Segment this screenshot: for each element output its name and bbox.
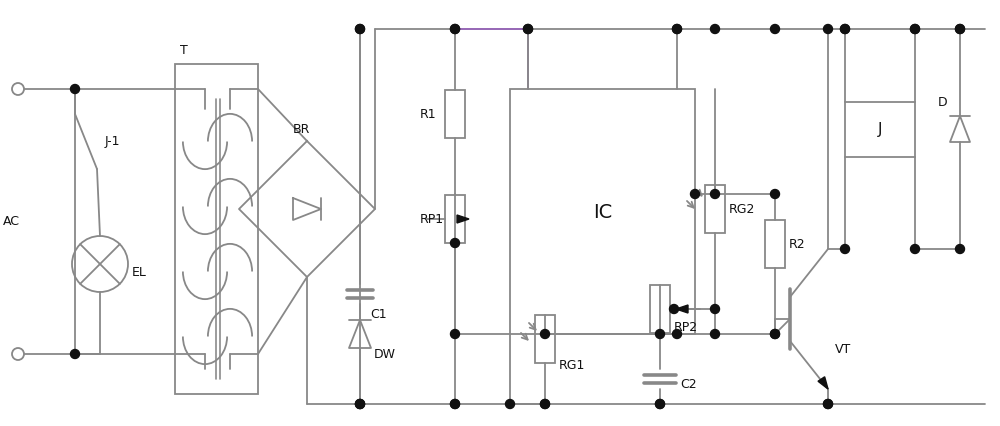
Circle shape: [12, 348, 24, 360]
Text: D: D: [938, 96, 948, 109]
Circle shape: [710, 330, 720, 339]
Bar: [765, 221, 785, 268]
Text: R1: R1: [420, 108, 437, 121]
Text: C1: C1: [370, 308, 387, 321]
Text: AC: AC: [3, 215, 20, 228]
Circle shape: [910, 245, 920, 254]
Text: J-1: J-1: [105, 135, 121, 148]
Circle shape: [656, 330, 664, 339]
Circle shape: [770, 330, 780, 339]
Circle shape: [356, 400, 365, 409]
Polygon shape: [457, 216, 469, 224]
Text: DW: DW: [374, 348, 396, 361]
Text: VT: VT: [835, 343, 851, 356]
Bar: [705, 186, 725, 233]
Circle shape: [356, 400, 365, 409]
Circle shape: [71, 350, 80, 359]
Circle shape: [356, 26, 365, 35]
Circle shape: [710, 26, 720, 35]
Circle shape: [824, 26, 832, 35]
Circle shape: [540, 400, 550, 409]
Text: IC: IC: [593, 202, 612, 222]
Text: RP2: RP2: [674, 321, 698, 334]
Circle shape: [672, 26, 682, 35]
Circle shape: [524, 26, 532, 35]
Circle shape: [710, 305, 720, 314]
Polygon shape: [818, 377, 828, 389]
Circle shape: [451, 400, 460, 409]
Circle shape: [506, 400, 514, 409]
Text: BR: BR: [293, 123, 310, 136]
Circle shape: [824, 400, 832, 409]
Circle shape: [770, 26, 780, 35]
Circle shape: [770, 190, 780, 199]
Bar: [845, 102, 915, 157]
Circle shape: [451, 26, 460, 35]
Circle shape: [540, 400, 550, 409]
Text: J: J: [878, 122, 882, 137]
Text: RG1: RG1: [559, 359, 585, 371]
Circle shape: [840, 245, 850, 254]
Text: EL: EL: [132, 266, 147, 279]
Bar: [535, 315, 555, 363]
Circle shape: [824, 400, 832, 409]
Bar: [445, 196, 465, 243]
Circle shape: [956, 245, 964, 254]
Circle shape: [690, 190, 700, 199]
Circle shape: [356, 26, 365, 35]
Circle shape: [770, 330, 780, 339]
Circle shape: [451, 26, 460, 35]
Circle shape: [524, 26, 532, 35]
Circle shape: [451, 239, 460, 248]
Circle shape: [910, 26, 920, 35]
Circle shape: [71, 85, 80, 94]
Text: RP1: RP1: [420, 213, 444, 226]
Bar: [445, 91, 465, 139]
Circle shape: [672, 26, 682, 35]
Text: R2: R2: [789, 238, 806, 251]
Circle shape: [956, 26, 964, 35]
Circle shape: [670, 305, 678, 314]
Bar: [650, 285, 670, 333]
Circle shape: [910, 26, 920, 35]
Circle shape: [840, 26, 850, 35]
Circle shape: [840, 26, 850, 35]
Circle shape: [12, 84, 24, 96]
Text: C2: C2: [680, 377, 697, 391]
Circle shape: [672, 330, 682, 339]
Circle shape: [656, 400, 664, 409]
Circle shape: [540, 330, 550, 339]
Text: RG2: RG2: [729, 203, 755, 216]
Circle shape: [956, 26, 964, 35]
Circle shape: [710, 190, 720, 199]
Circle shape: [656, 400, 664, 409]
Bar: [510, 90, 695, 334]
Circle shape: [451, 330, 460, 339]
Polygon shape: [676, 305, 688, 313]
Circle shape: [451, 400, 460, 409]
Text: T: T: [180, 44, 188, 58]
Circle shape: [356, 400, 365, 409]
Bar: [175, 65, 258, 394]
